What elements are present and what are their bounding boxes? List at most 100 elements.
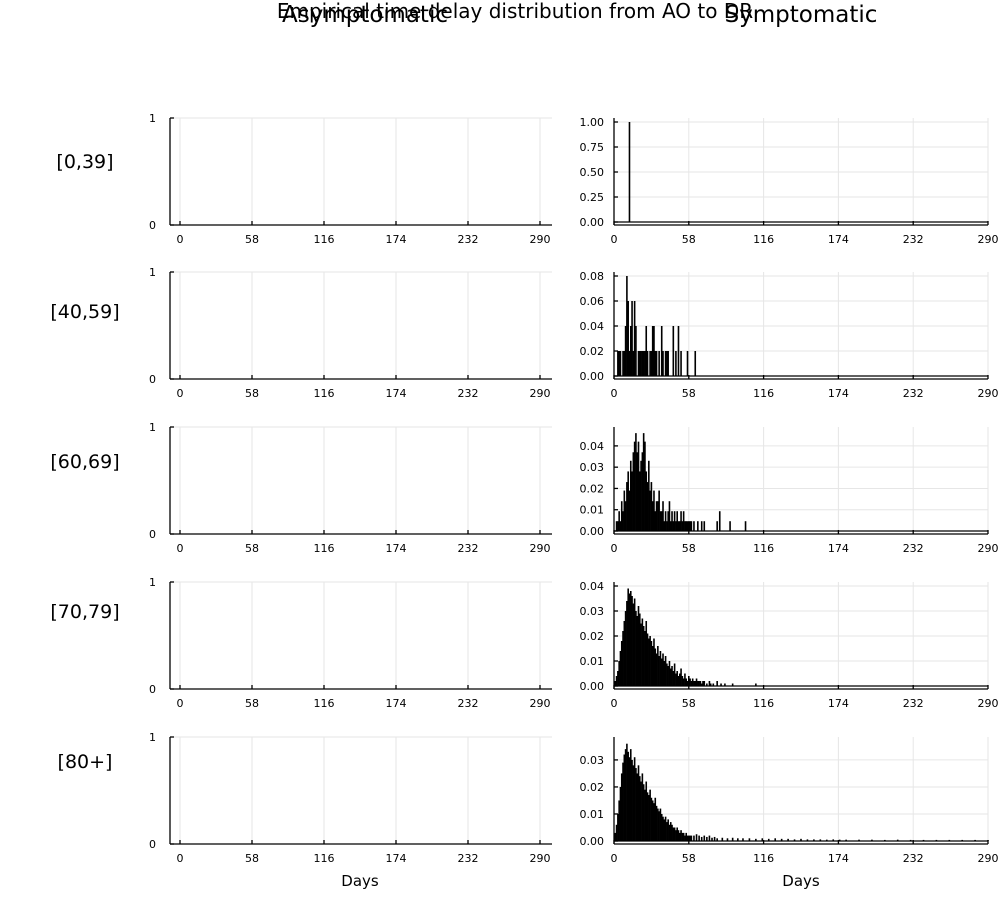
bar xyxy=(640,351,642,376)
bar xyxy=(706,683,708,686)
bar xyxy=(726,838,729,841)
x-tick-label: 0 xyxy=(177,852,184,865)
bar xyxy=(787,838,789,841)
bar xyxy=(682,511,685,531)
bar xyxy=(672,521,675,531)
y-tick-label: 0.04 xyxy=(580,320,605,333)
bar xyxy=(632,603,635,686)
bar xyxy=(628,122,631,222)
bar xyxy=(676,671,678,686)
bar xyxy=(690,521,693,531)
bar xyxy=(655,653,658,686)
y-tick-label: 0.08 xyxy=(580,270,605,283)
bar xyxy=(664,656,667,686)
x-tick-label: 174 xyxy=(828,697,849,710)
bar xyxy=(653,490,655,531)
bar xyxy=(633,301,636,376)
bar xyxy=(681,676,684,686)
bar xyxy=(845,839,847,841)
bar xyxy=(675,673,677,686)
bar xyxy=(672,326,675,376)
bar xyxy=(686,521,689,531)
bar xyxy=(635,433,637,531)
y-tick-label: 1 xyxy=(149,731,156,744)
bar xyxy=(632,452,635,531)
bar xyxy=(638,471,641,531)
bar xyxy=(729,521,731,531)
bar xyxy=(657,501,659,531)
bar xyxy=(793,839,796,841)
bar xyxy=(700,683,703,686)
bar xyxy=(635,611,637,686)
bar xyxy=(691,678,694,686)
bar xyxy=(618,351,620,376)
bar xyxy=(642,626,645,686)
bar xyxy=(708,681,711,686)
bar xyxy=(702,681,704,686)
y-tick-label: 0.00 xyxy=(580,525,605,538)
bar xyxy=(678,673,681,686)
bar xyxy=(697,681,699,686)
x-tick-label: 116 xyxy=(314,542,335,555)
bar xyxy=(819,839,822,841)
bar xyxy=(671,511,673,531)
bar xyxy=(614,681,617,686)
bar xyxy=(632,351,635,376)
bar xyxy=(680,351,682,376)
bar xyxy=(744,521,747,531)
bar xyxy=(681,832,684,841)
bar xyxy=(689,678,691,686)
x-tick-label: 116 xyxy=(753,852,774,865)
bar xyxy=(673,663,676,686)
bar xyxy=(619,351,622,376)
x-tick-label: 290 xyxy=(978,542,999,555)
bar xyxy=(646,792,649,841)
bar xyxy=(858,839,860,841)
bar xyxy=(668,501,671,531)
y-tick-label: 0.03 xyxy=(580,461,605,474)
bar xyxy=(650,351,653,376)
bar xyxy=(651,501,654,531)
bar xyxy=(623,490,626,531)
bar xyxy=(694,351,697,376)
bar xyxy=(667,819,669,841)
bar xyxy=(623,621,626,686)
column-title-symptomatic: Symptomatic xyxy=(725,2,878,28)
bar xyxy=(649,789,651,841)
x-tick-label: 116 xyxy=(753,697,774,710)
x-tick-label: 116 xyxy=(314,852,335,865)
y-tick-label: 0.03 xyxy=(580,754,605,767)
bar xyxy=(644,631,646,686)
x-tick-label: 116 xyxy=(314,697,335,710)
bar xyxy=(633,598,636,686)
bar xyxy=(660,658,663,686)
bar xyxy=(644,351,646,376)
bar xyxy=(624,749,627,841)
bar xyxy=(806,839,809,841)
x-tick-label: 290 xyxy=(530,387,551,400)
y-tick-label: 0.25 xyxy=(580,191,605,204)
x-tick-label: 290 xyxy=(978,387,999,400)
bar xyxy=(641,351,644,376)
bar xyxy=(654,511,657,531)
bar xyxy=(641,452,644,531)
bar xyxy=(678,832,681,841)
bar xyxy=(622,511,624,531)
bar xyxy=(631,471,633,531)
bar xyxy=(649,636,651,686)
panel-symptomatic-row-1: 0.00 0.02 0.04 0.06 0.08 0 58 116 174 232 290 xyxy=(580,270,999,400)
panel-asymptomatic-row-4: 0 1 0 58 116 174 232 290 xyxy=(149,731,552,865)
bar xyxy=(825,839,828,841)
bar xyxy=(622,351,624,376)
y-tick-label: 0.06 xyxy=(580,295,605,308)
row-label-40-59: [40,59] xyxy=(50,301,119,323)
bar xyxy=(650,641,653,686)
x-tick-label: 174 xyxy=(828,852,849,865)
bar xyxy=(662,653,664,686)
x-tick-label: 174 xyxy=(386,697,407,710)
bar xyxy=(666,351,668,376)
x-tick-label: 232 xyxy=(903,697,924,710)
bar xyxy=(685,832,688,841)
bar xyxy=(618,661,620,686)
bar xyxy=(624,326,627,376)
